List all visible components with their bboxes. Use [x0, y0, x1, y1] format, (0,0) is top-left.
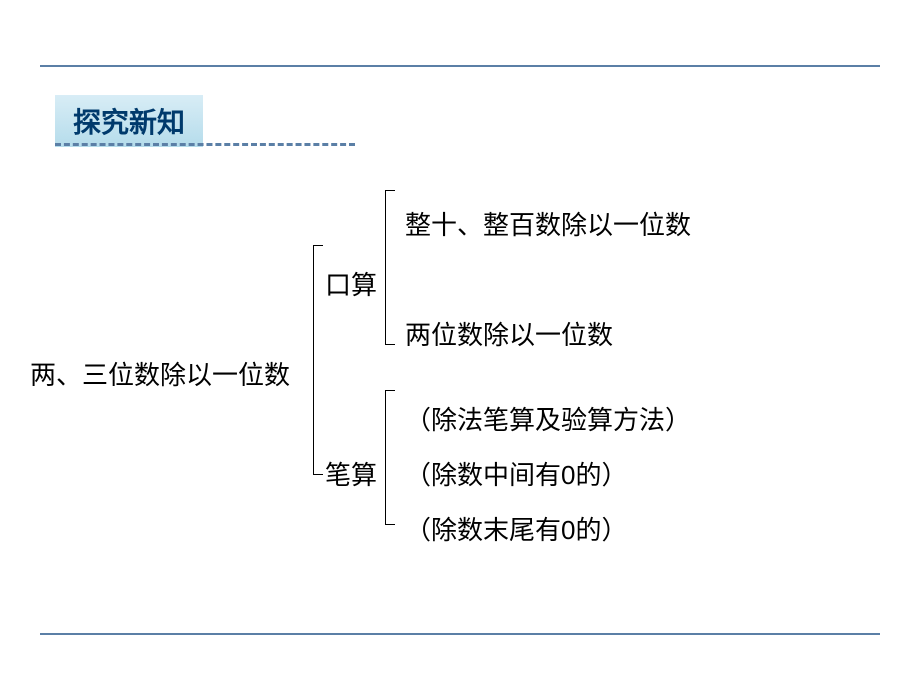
tree-diagram: 两、三位数除以一位数 口算 整十、整百数除以一位数 两位数除以一位数 笔算 （除… — [30, 180, 890, 610]
bracket-written — [385, 390, 395, 525]
top-horizontal-rule — [40, 65, 880, 67]
slide-title: 探究新知 — [55, 95, 203, 147]
node-oral: 口算 — [325, 265, 377, 302]
leaf-oral-0: 整十、整百数除以一位数 — [405, 205, 691, 242]
node-root: 两、三位数除以一位数 — [30, 355, 290, 392]
leaf-written-0: （除法笔算及验算方法） — [405, 400, 691, 437]
bracket-root — [313, 245, 323, 475]
bracket-oral — [385, 190, 395, 345]
leaf-oral-1: 两位数除以一位数 — [405, 315, 613, 352]
leaf-written-2: （除数末尾有0的） — [405, 510, 627, 547]
leaf-written-1: （除数中间有0的） — [405, 455, 627, 492]
node-written: 笔算 — [325, 455, 377, 492]
bottom-horizontal-rule — [40, 633, 880, 635]
title-underline — [55, 143, 355, 146]
